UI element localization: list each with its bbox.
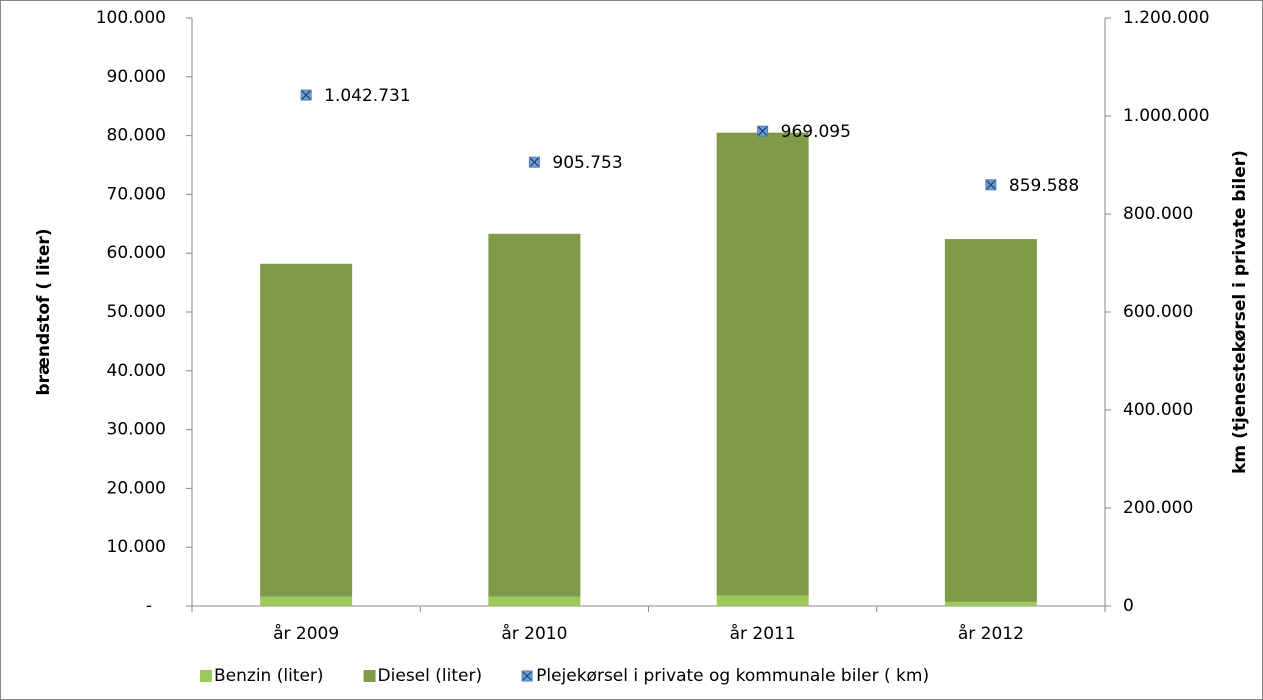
y-tick-label: - (146, 596, 152, 616)
y-tick-label: 90.000 (107, 67, 166, 87)
legend-label: Benzin (liter) (214, 666, 324, 686)
y-tick-label: 80.000 (107, 126, 166, 146)
y2-tick-label: 1.200.000 (1123, 8, 1210, 28)
y2-tick-label: 1.000.000 (1123, 106, 1210, 126)
data-label: 1.042.731 (324, 86, 411, 106)
y2-tick-label: 0 (1123, 596, 1134, 616)
legend-swatch (363, 670, 376, 682)
y2-tick-label: 800.000 (1123, 204, 1193, 224)
bar (260, 263, 353, 597)
y2-tick-label: 600.000 (1123, 302, 1193, 322)
y-tick-label: 70.000 (107, 184, 166, 204)
y-tick-label: 40.000 (107, 361, 166, 381)
y2-tick-label: 200.000 (1123, 498, 1193, 518)
bar (716, 595, 809, 606)
legend-swatch (200, 670, 212, 682)
x-tick-label: år 2009 (273, 623, 339, 644)
data-label: 905.753 (552, 153, 622, 173)
y-tick-label: 100.000 (96, 8, 166, 28)
scatter-marker (985, 179, 997, 191)
y-axis-label: brændstof ( liter) (34, 228, 54, 395)
bar (944, 601, 1037, 606)
bar (716, 132, 809, 596)
scatter-marker (528, 156, 540, 168)
scatter-marker (300, 89, 312, 101)
legend-swatch-x (522, 671, 532, 681)
y-tick-label: 30.000 (107, 420, 166, 440)
bar (488, 233, 581, 597)
bar (944, 239, 1037, 602)
bar (488, 596, 581, 606)
x-tick-label: år 2011 (730, 623, 796, 644)
x-tick-label: år 2012 (958, 623, 1024, 644)
y-tick-label: 60.000 (107, 243, 166, 263)
y2-axis-label: km (tjenestekørsel i private biler) (1230, 150, 1250, 474)
data-label: 969.095 (781, 122, 851, 142)
y2-tick-label: 400.000 (1123, 400, 1193, 420)
legend-label: Plejekørsel i private og kommunale biler… (536, 666, 929, 686)
x-tick-label: år 2010 (501, 623, 567, 644)
y-tick-label: 10.000 (107, 537, 166, 557)
bar (260, 596, 353, 606)
y-tick-label: 20.000 (107, 478, 166, 498)
legend-label: Diesel (liter) (378, 666, 483, 686)
y-tick-label: 50.000 (107, 302, 166, 322)
data-label: 859.588 (1009, 176, 1079, 196)
scatter-marker (757, 125, 769, 137)
